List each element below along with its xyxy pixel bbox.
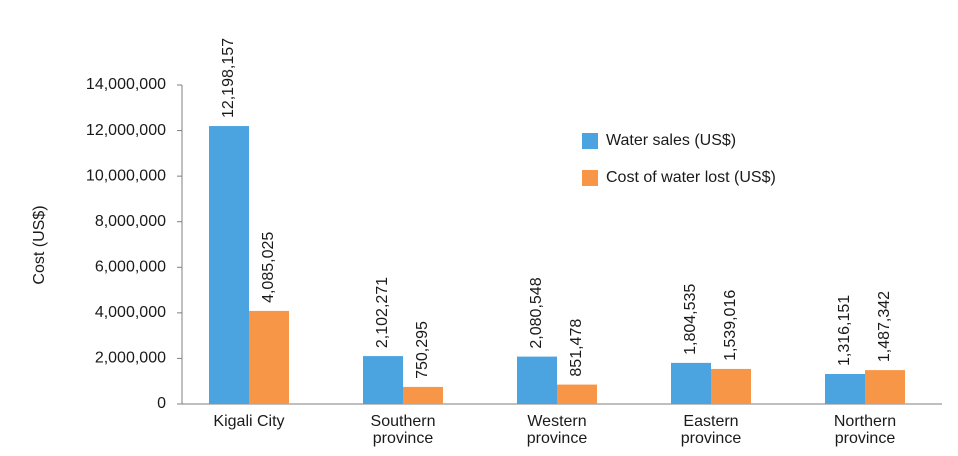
- value-label: 1,539,016: [722, 290, 739, 361]
- value-label: 1,804,535: [682, 284, 699, 355]
- y-tick-label: 2,000,000: [95, 350, 166, 367]
- y-axis-label: Cost (US$): [31, 205, 48, 284]
- x-tick-label: Kigali City: [213, 413, 285, 430]
- y-tick-label: 0: [157, 395, 166, 412]
- value-label: 2,080,548: [528, 277, 545, 348]
- y-tick-label: 4,000,000: [95, 304, 166, 321]
- x-tick-label: Eastern province: [680, 413, 742, 447]
- bar: [825, 374, 865, 404]
- y-tick-label: 6,000,000: [95, 259, 166, 276]
- bar: [711, 368, 751, 404]
- bar: [363, 356, 403, 404]
- value-label: 851,478: [568, 319, 585, 377]
- legend-swatch: [582, 133, 598, 149]
- value-label: 12,198,157: [220, 38, 237, 118]
- legend-label: Water sales (US$): [606, 132, 736, 149]
- legend-swatch: [582, 170, 598, 186]
- x-tick-label: Southern province: [370, 413, 436, 447]
- x-tick-label: Western province: [526, 413, 588, 447]
- value-label: 750,295: [414, 321, 431, 379]
- y-tick-label: 10,000,000: [86, 167, 166, 184]
- value-label: 1,487,342: [876, 291, 893, 362]
- x-tick-label: Northern province: [833, 413, 897, 447]
- bar: [517, 356, 557, 404]
- bar: [249, 310, 289, 404]
- y-tick-label: 8,000,000: [95, 213, 166, 230]
- value-label: 2,102,271: [374, 277, 391, 348]
- y-tick-label: 14,000,000: [86, 76, 166, 93]
- bar: [671, 362, 711, 404]
- bar: [557, 384, 597, 404]
- bar: [865, 370, 905, 404]
- legend-label: Cost of water lost (US$): [606, 169, 776, 186]
- value-label: 4,085,025: [260, 232, 277, 303]
- value-label: 1,316,151: [836, 295, 853, 366]
- y-tick-label: 12,000,000: [86, 122, 166, 139]
- bar: [403, 386, 443, 404]
- bar: [209, 126, 249, 405]
